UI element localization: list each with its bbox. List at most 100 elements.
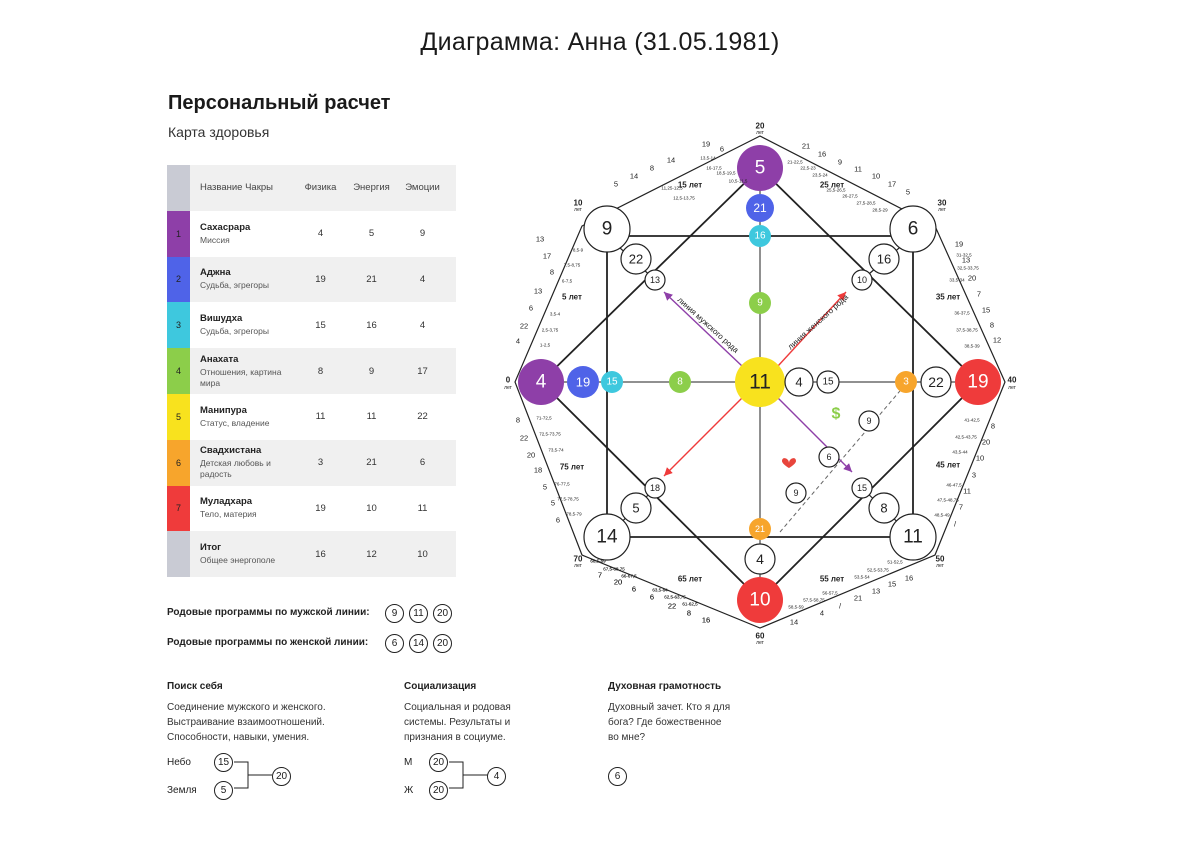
inner-tl-circle (620, 243, 652, 275)
female-programs-label: Родовые программы по женской линии: (167, 637, 369, 648)
age-70-unit: лет (574, 563, 583, 569)
table-row: 6 Свадхистана Детская любовь и радость 3 21 6 (167, 439, 456, 486)
top-node-1: 5 (755, 158, 766, 179)
social-result: 4 (487, 767, 506, 786)
left-node-2-circle (567, 366, 599, 398)
outer-number: 6 (650, 593, 654, 602)
period-label: 6-7,5 (562, 279, 573, 284)
outer-number: 14 (790, 618, 798, 627)
chakra-energy: 16 (366, 319, 377, 331)
bottom-node-3: 21 (755, 524, 765, 534)
social-text: Социальная и родовая системы. Результаты… (404, 700, 511, 745)
search-bracket (234, 761, 272, 789)
outer-number: 8 (991, 422, 995, 431)
period-label: 47,5-48,75 (937, 498, 959, 503)
period-label: 63,5-64 (652, 588, 668, 593)
outer-number: 8 (687, 609, 691, 618)
period-label: 61-62,5 (682, 602, 698, 607)
female-line-label: линия женского рода (786, 292, 850, 351)
left-node-4-circle (669, 371, 691, 393)
chakra-desc: Общее энергополе (200, 555, 276, 566)
left-node-4: 8 (677, 377, 683, 388)
social-title: Социализация (404, 681, 477, 692)
male-program-2: 11 (409, 604, 428, 623)
top-node-3: 16 (754, 231, 766, 242)
chakra-energy: 21 (366, 273, 377, 285)
left-node-1: 4 (536, 372, 547, 393)
chakra-name-cell: Аджна Судьба, эгрегоры (190, 267, 295, 291)
outer-number: 13 (962, 256, 970, 265)
period-label: 31-32,5 (956, 253, 972, 258)
period-label: 37,5-38,75 (956, 328, 978, 333)
period-label: 26-27,5 (842, 194, 858, 199)
corner-tl-circle (583, 205, 631, 253)
chakra-color-cell: 2 (167, 256, 190, 303)
period-label: 32,5-33,75 (957, 266, 979, 271)
corner-br-circle (889, 513, 937, 561)
chakra-physics: 19 (315, 273, 326, 285)
chakra-name: Манипура (200, 404, 247, 416)
money-node: 9 (866, 416, 871, 426)
outer-number: 10 (976, 454, 984, 463)
chakra-desc: Судьба, эгрегоры (200, 326, 269, 337)
spirit-line-1: Духовный зачет. Кто я для (608, 702, 731, 713)
chakra-emotions: 11 (417, 502, 428, 514)
age-0: 0 (506, 376, 511, 385)
right-node-4: 15 (822, 377, 834, 388)
period-label: 28,5-29 (872, 208, 888, 213)
period-label: 33,5-34 (949, 278, 965, 283)
age-60-unit: лет (756, 640, 765, 646)
period-label: 41-42,5 (964, 418, 980, 423)
chakra-emotions: 10 (417, 548, 428, 560)
age-30: 30 (938, 199, 947, 208)
outer-number: 19 (702, 140, 710, 149)
chakra-name: Сахасрара (200, 221, 251, 233)
left-node-3-circle (601, 371, 623, 393)
spirit-text: Духовный зачет. Кто я для бога? Где боже… (608, 700, 730, 745)
search-self-line-1: Соединение мужского и женского. (167, 702, 326, 713)
social-line-3: признания в социуме. (404, 732, 506, 743)
chakra-number: 1 (175, 228, 181, 239)
outer-number: 6 (632, 585, 636, 594)
center-node-circle (735, 357, 785, 407)
chakra-name-cell: Анахата Отношения, картина мира (190, 354, 295, 389)
social-bracket (449, 761, 489, 789)
outer-number: 8 (990, 321, 994, 330)
inner-bl2: 18 (650, 483, 660, 493)
period-label: 48,5-49 (934, 513, 950, 518)
period-label: 46-47,5 (946, 483, 962, 488)
chakra-energy: 5 (368, 228, 375, 240)
table-row: 2 Аджна Судьба, эгрегоры 19 21 4 (167, 256, 456, 303)
chakra-number: 5 (175, 411, 181, 422)
period-label: 8,5-9 (573, 248, 584, 253)
chakra-desc: Миссия (200, 234, 230, 245)
center-node: 11 (749, 371, 771, 394)
inner-tl2: 13 (650, 275, 660, 285)
love-node-circle (818, 446, 840, 468)
m-value: 20 (429, 753, 448, 772)
social-line-1: Социальная и родовая (404, 702, 511, 713)
chakra-emotions: 22 (417, 411, 428, 423)
period-label: 58,5-59 (788, 605, 804, 610)
outer-number: 22 (520, 322, 528, 331)
period-label: 11,25-12,5 (661, 186, 683, 191)
search-self-line-2: Выстраивание взаимоотношений. (167, 717, 325, 728)
social-line-2: системы. Результаты и (404, 717, 511, 728)
outer-number: 14 (667, 156, 675, 165)
left-node-1-circle (518, 359, 564, 405)
outer-number: 21 (854, 594, 862, 603)
header-energy: Энергия (353, 182, 390, 194)
outer-number: 11 (963, 487, 971, 496)
bottom-node-1-circle (737, 577, 783, 623)
top-node-3-circle (749, 225, 771, 247)
period-label: 22,5-23 (800, 166, 816, 171)
chakra-physics: 16 (315, 548, 326, 560)
outer-number: 7 (598, 571, 602, 580)
outer-number: 12 (993, 336, 1001, 345)
right-node-3: 3 (903, 377, 909, 388)
chakra-name: Анахата (200, 353, 239, 365)
chakra-physics: 19 (315, 502, 326, 514)
outer-number: 8 (650, 164, 654, 173)
outer-number: 5 (906, 188, 910, 197)
male-line-arrow-2 (777, 397, 853, 473)
